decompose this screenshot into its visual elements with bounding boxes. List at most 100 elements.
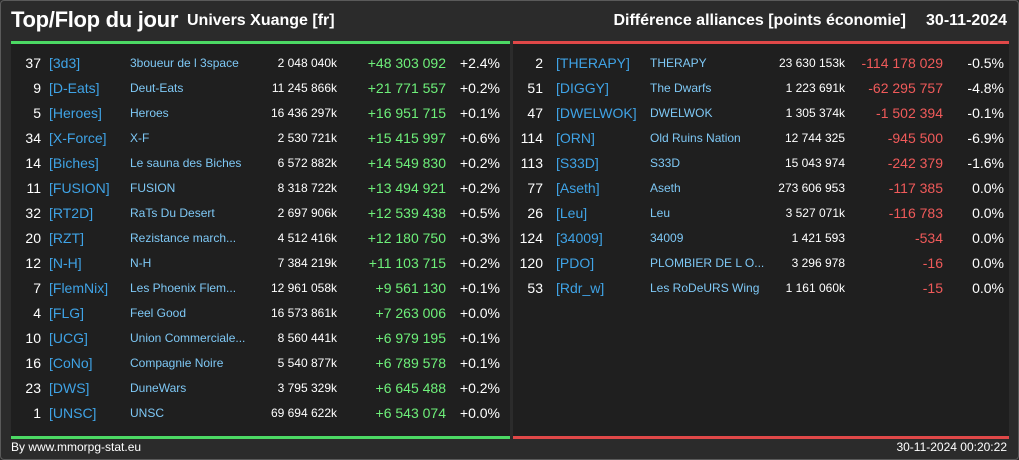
alliance-tag[interactable]: [Heroes] [49,105,102,121]
points-difference: +9 561 130 [375,280,446,296]
alliance-name[interactable]: Compagnie Noire [130,356,224,370]
economy-points: 8 318 722k [277,181,337,195]
economy-points: 5 540 877k [277,356,337,370]
alliance-name[interactable]: Les Phoenix Flem... [130,281,237,295]
alliance-name[interactable]: PLOMBIER DE L O... [650,256,765,270]
alliance-tag[interactable]: [DWELWOK] [556,105,637,121]
metric-title: Différence alliances [points économie] [613,12,906,29]
economy-points: 12 961 058k [270,281,337,295]
alliance-tag[interactable]: [D-Eats] [49,80,100,96]
alliance-tag[interactable]: [UCG] [49,330,88,346]
economy-points: 1 223 691k [785,81,845,95]
alliance-tag[interactable]: [N-H] [49,255,82,271]
percent-change: +0.2% [459,155,500,171]
rank: 114 [520,130,543,146]
percent-change: +0.2% [459,180,500,196]
percent-change: 0.0% [972,205,1004,221]
alliance-tag[interactable]: [Biches] [49,155,99,171]
alliance-tag[interactable]: [RZT] [49,230,84,246]
alliance-tag[interactable]: [DWS] [49,380,90,396]
alliance-tag[interactable]: [UNSC] [49,405,97,421]
points-difference: +12 539 438 [367,205,446,221]
alliance-tag[interactable]: [FlemNix] [49,280,109,296]
alliance-tag[interactable]: [FUSION] [49,180,110,196]
alliance-name[interactable]: The Dwarfs [650,81,712,95]
points-difference: +15 415 997 [367,130,446,146]
alliance-name[interactable]: Le sauna des Biches [130,156,242,170]
flop-row: 47 [DWELWOK] DWELWOK 1 305 374k -1 502 394 -0… [513,101,1009,126]
alliance-name[interactable]: DWELWOK [650,106,713,120]
percent-change: -4.8% [967,80,1004,96]
top-row: 16 [CoNo] Compagnie Noire 5 540 877k +6 789 … [11,351,510,376]
alliance-name[interactable]: Les RoDeURS Wing [650,281,760,295]
alliance-tag[interactable]: [PDO] [556,255,595,271]
percent-change: -1.6% [967,155,1004,171]
alliance-tag[interactable]: [Aseth] [556,180,600,196]
percent-change: +0.2% [459,80,500,96]
flop-row: 113 [S33D] S33D 15 043 974 -242 379 -1.6% [513,151,1009,176]
rank: 34 [25,130,41,146]
top-row: 20 [RZT] Rezistance march... 4 512 416k +12 … [11,226,510,251]
alliance-name[interactable]: Heroes [130,106,169,120]
alliance-tag[interactable]: [Leu] [556,205,588,221]
alliance-tag[interactable]: [FLG] [49,305,85,321]
points-difference: +21 771 557 [367,80,446,96]
flop-row: 53 [Rdr_w] Les RoDeURS Wing 1 161 060k -15 0.… [513,276,1009,301]
alliance-name[interactable]: X-F [130,131,150,145]
economy-points: 11 245 866k [271,81,337,95]
alliance-tag[interactable]: [THERAPY] [556,55,630,71]
header: Top/Flop du jour Univers Xuange [fr] Dif… [1,1,1018,41]
rank: 120 [519,255,543,271]
economy-points: 3 296 978 [791,256,845,270]
percent-change: +0.1% [459,330,500,346]
alliance-tag[interactable]: [3d3] [49,55,81,71]
alliance-tag[interactable]: [34009] [556,230,603,246]
flop-row: 114 [ORN] Old Ruins Nation 12 744 325 -945 5… [513,126,1009,151]
alliance-name[interactable]: Union Commerciale... [130,331,246,345]
alliance-name[interactable]: UNSC [130,406,165,420]
top-row: 1 [UNSC] UNSC 69 694 622k +6 543 074 +0.0% [11,401,510,426]
alliance-name[interactable]: Aseth [650,181,681,195]
points-difference: -534 [914,230,943,246]
alliance-name[interactable]: DuneWars [130,381,187,395]
top-row: 5 [Heroes] Heroes 16 436 297k +16 951 715 +0.… [11,101,510,126]
alliance-name[interactable]: Deut-Eats [130,81,184,95]
alliance-name[interactable]: FUSION [130,181,176,195]
alliance-tag[interactable]: [RT2D] [49,205,94,221]
alliance-name[interactable]: N-H [130,256,152,270]
economy-points: 2 530 721k [277,131,337,145]
alliance-tag[interactable]: [ORN] [556,130,595,146]
alliance-name[interactable]: THERAPY [650,56,707,70]
alliance-name[interactable]: RaTs Du Desert [130,206,215,220]
rank: 2 [535,55,543,71]
rank: 53 [527,280,543,296]
percent-change: +0.0% [459,305,500,321]
rank: 7 [33,280,41,296]
alliance-name[interactable]: 34009 [650,231,684,245]
alliance-name[interactable]: Feel Good [130,306,187,320]
alliance-tag[interactable]: [X-Force] [49,130,107,146]
alliance-tag[interactable]: [DIGGY] [556,80,609,96]
economy-points: 16 573 861k [270,306,337,320]
alliance-name[interactable]: Old Ruins Nation [650,131,741,145]
alliance-name[interactable]: Rezistance march... [130,231,237,245]
alliance-name[interactable]: Leu [650,206,671,220]
points-difference: +48 303 092 [367,55,446,71]
rank: 9 [33,80,41,96]
alliance-name[interactable]: 3boueur de l 3space [130,56,239,70]
rank: 1 [33,405,41,421]
universe-subtitle: Univers Xuange [fr] [187,12,335,29]
alliance-name[interactable]: S33D [650,156,681,170]
alliance-tag[interactable]: [S33D] [556,155,599,171]
economy-points: 1 305 374k [785,106,845,120]
points-difference: +13 494 921 [367,180,446,196]
rank: 14 [25,155,41,171]
rank: 20 [25,230,41,246]
rank: 37 [25,55,41,71]
flop-panel: 2 [THERAPY] THERAPY 23 630 153k -114 178 029… [513,41,1009,439]
percent-change: 0.0% [972,255,1004,271]
alliance-tag[interactable]: [CoNo] [49,355,93,371]
alliance-tag[interactable]: [Rdr_w] [556,280,605,296]
points-difference: -242 379 [887,155,943,171]
